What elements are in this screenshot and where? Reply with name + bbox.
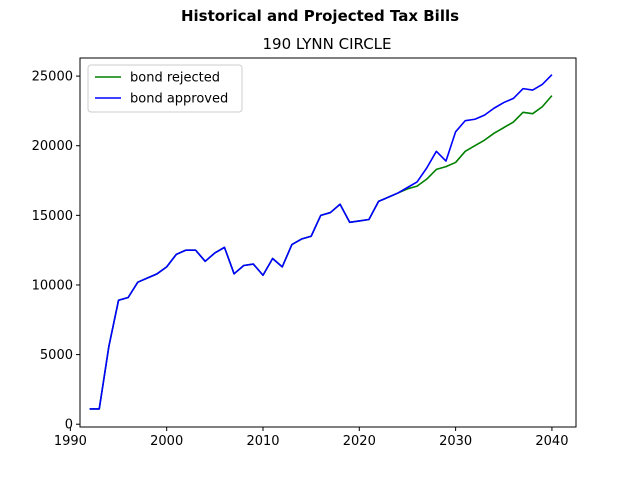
- y-tick-label: 25000: [32, 70, 73, 85]
- legend-box: [87, 64, 243, 113]
- x-tick-label: 1990: [54, 434, 87, 449]
- axes-frame: [79, 57, 577, 428]
- y-tick-label: 15000: [32, 209, 73, 224]
- x-tick-label: 2020: [343, 434, 376, 449]
- legend: bond rejected bond approved: [87, 64, 243, 113]
- y-tick-label: 5000: [40, 348, 73, 363]
- x-tick-label: 2010: [246, 434, 279, 449]
- series-line-bond-approved: [89, 74, 553, 410]
- y-tick-label: 10000: [32, 278, 73, 293]
- legend-label: bond rejected: [130, 71, 220, 86]
- x-tick-label: 2000: [150, 434, 183, 449]
- chart-title: 190 LYNN CIRCLE: [262, 35, 391, 53]
- x-tick-label: 2040: [535, 434, 568, 449]
- y-tick-label: 0: [65, 418, 73, 433]
- x-tick-label: 2030: [439, 434, 472, 449]
- series-line-bond-rejected: [89, 95, 553, 410]
- figure-suptitle: Historical and Projected Tax Bills: [180, 7, 460, 25]
- y-tick-label: 20000: [32, 139, 73, 154]
- legend-label: bond approved: [130, 92, 228, 107]
